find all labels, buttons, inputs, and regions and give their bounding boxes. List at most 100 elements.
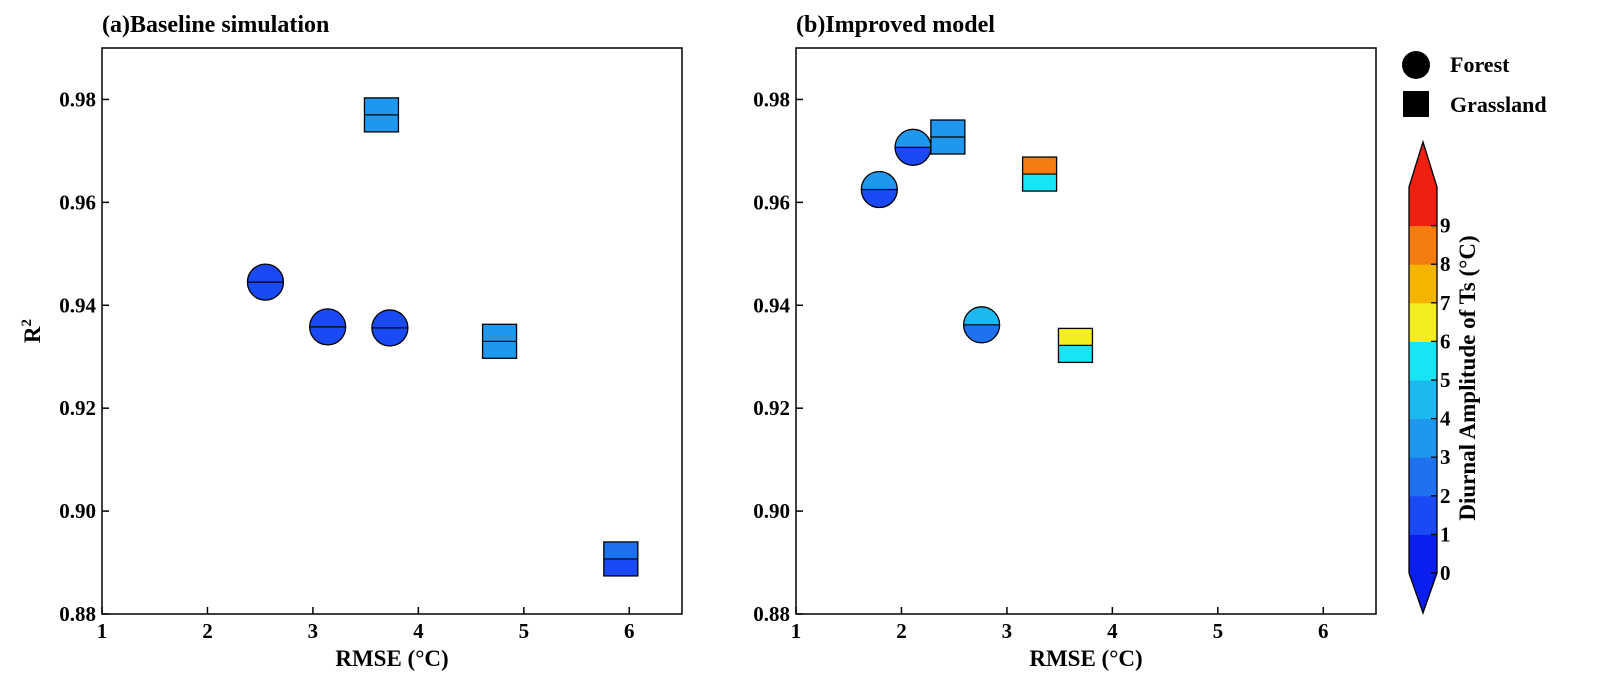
colorbar-segment [1409,418,1437,458]
colorbar-segment [1409,264,1437,304]
point-upper-half [309,308,346,327]
panel-b-x-label: RMSE (°C) [1029,646,1142,671]
point-upper-half [482,324,517,342]
colorbar-tick-label: 6 [1440,329,1451,353]
point-upper-half [963,306,1000,325]
grassland-point [363,97,400,133]
colorbar-tick-label: 3 [1440,445,1451,469]
point-lower-half [603,558,638,576]
x-tick-label: 3 [1002,619,1013,643]
forest-point [860,170,898,209]
colorbar-segment [1409,302,1437,342]
y-tick-label: 0.98 [753,87,790,111]
y-tick-label: 0.88 [59,602,96,626]
grassland-point [603,541,639,577]
point-lower-half [895,147,932,166]
x-tick-label: 6 [624,619,635,643]
panel-a-x-ticks: 1 2 3 4 5 6 [97,607,635,643]
point-upper-half [861,171,898,190]
colorbar-segments [1408,139,1438,615]
colorbar-tick-label: 4 [1440,407,1451,431]
colorbar-tick-label: 2 [1440,484,1451,508]
x-tick-label: 1 [97,619,108,643]
y-tick-label: 0.92 [753,396,790,420]
point-upper-half [930,120,965,138]
point-lower-half [309,326,346,345]
panel-a-title: (a)Baseline simulation [102,12,329,38]
point-lower-half [1058,345,1093,363]
point-lower-half [364,114,399,132]
colorbar: 0 1 2 3 4 5 6 7 8 9 Diurnal Amplitude of Ts (°C) [1408,139,1480,615]
colorbar-segment [1409,341,1437,381]
forest-point [962,306,1001,344]
grassland-point [1057,327,1094,364]
legend-forest-label: Forest [1450,52,1510,77]
point-upper-half [371,309,408,328]
x-tick-label: 3 [308,619,319,643]
point-upper-half [364,97,399,115]
colorbar-segment [1409,187,1437,227]
y-tick-label: 0.90 [59,499,96,523]
y-tick-label: 0.96 [59,190,96,214]
legend-square-icon [1403,91,1429,117]
colorbar-segment [1409,225,1437,265]
point-lower-half [482,341,517,359]
x-tick-label: 4 [1107,619,1118,643]
point-upper-half [247,264,284,283]
marker-legend: Forest Grassland [1402,51,1547,117]
point-lower-half [371,327,408,346]
y-tick-label: 0.98 [59,87,96,111]
colorbar-lower-extension [1409,573,1437,613]
point-upper-half [1058,328,1093,346]
forest-point [894,128,932,166]
point-upper-half [1022,157,1057,175]
point-upper-half [603,541,638,559]
colorbar-tick-label: 5 [1440,368,1451,392]
x-tick-label: 4 [413,619,424,643]
y-tick-label: 0.96 [753,190,790,214]
x-tick-label: 5 [1213,619,1224,643]
panel-b-frame [795,47,1377,615]
colorbar-ticks: 0 1 2 3 4 5 6 7 8 9 [1431,214,1451,585]
x-tick-label: 2 [896,619,907,643]
x-tick-label: 5 [519,619,530,643]
colorbar-segment [1409,457,1437,497]
panel-a-frame [101,47,683,615]
panel-a-points [246,97,639,577]
colorbar-tick-label: 8 [1440,252,1451,276]
point-lower-half [963,324,1000,343]
forest-point [371,309,409,347]
panel-a-x-label: RMSE (°C) [335,646,448,671]
grassland-point [481,323,518,359]
y-tick-label: 0.94 [753,293,790,317]
x-tick-label: 1 [791,619,802,643]
y-tick-label: 0.94 [59,293,96,317]
panel-b-points [860,119,1094,364]
panel-improved: (b)Improved model 0.880.900.920.940.960.… [753,12,1377,671]
colorbar-tick-label: 1 [1440,522,1451,546]
panel-b-title: (b)Improved model [796,12,995,38]
forest-point [309,308,347,346]
point-upper-half [895,129,932,148]
panel-a-y-ticks: 0.88 0.90 0.92 0.94 0.96 0.98 [59,87,109,626]
point-lower-half [930,137,965,155]
y-tick-label: 0.92 [59,396,96,420]
y-tick-label: 0.90 [753,499,790,523]
colorbar-segment [1409,534,1437,574]
colorbar-segment [1409,495,1437,535]
colorbar-label: Diurnal Amplitude of Ts (°C) [1455,235,1480,520]
x-tick-label: 2 [202,619,213,643]
colorbar-tick-label: 0 [1440,561,1451,585]
panel-b-x-ticks: 1 2 3 4 5 6 [791,607,1329,643]
point-lower-half [861,189,898,208]
y-tick-label: 0.88 [753,602,790,626]
grassland-point [1021,156,1058,192]
legend-circle-icon [1402,51,1430,79]
panel-a-y-label: R2 [19,319,45,343]
panel-b-y-ticks: 0.88 0.90 0.92 0.94 0.96 0.98 [753,87,803,626]
point-lower-half [247,282,284,301]
colorbar-upper-extension [1409,142,1437,187]
colorbar-tick-label: 7 [1440,291,1451,315]
legend-grassland-label: Grassland [1450,92,1547,117]
